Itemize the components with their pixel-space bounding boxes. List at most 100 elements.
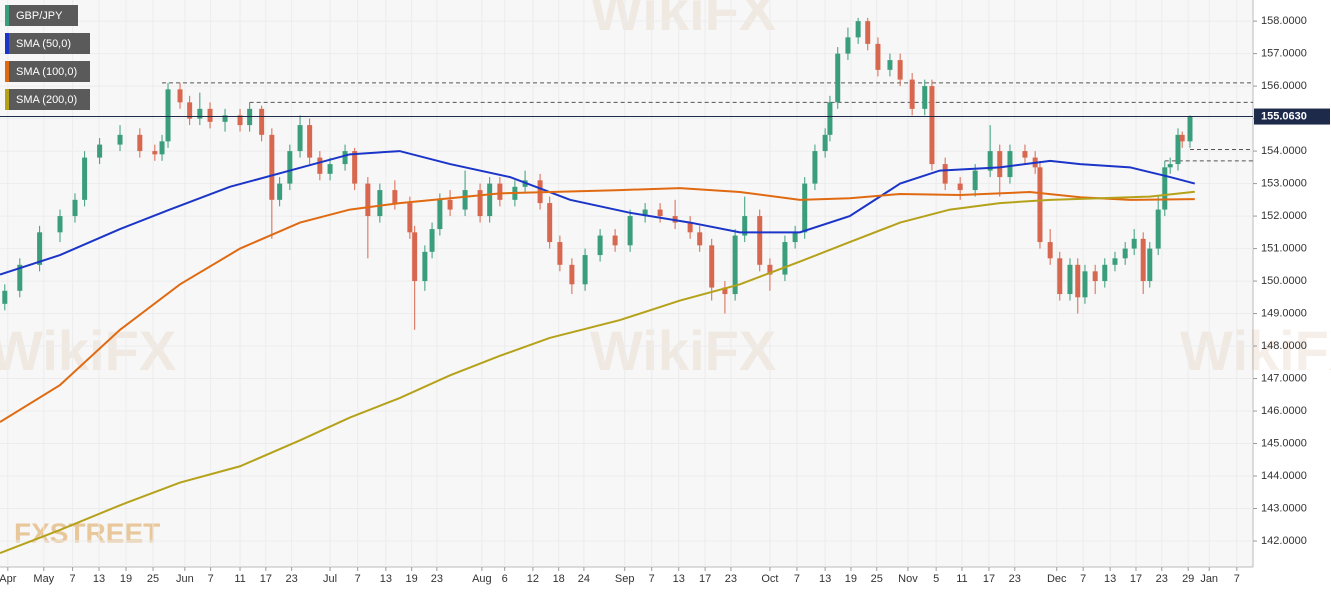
x-tick-label: 7 xyxy=(649,573,655,585)
candle-body xyxy=(497,183,503,200)
x-tick-label: 6 xyxy=(502,573,508,585)
y-tick-label: 157.0000 xyxy=(1261,48,1307,60)
legend-entry: GBP/JPY xyxy=(16,10,63,22)
legend-box xyxy=(5,61,90,82)
candle-body xyxy=(487,183,493,217)
y-tick-label: 148.0000 xyxy=(1261,340,1307,352)
candle-body xyxy=(922,86,928,109)
legend-entry: SMA (200,0) xyxy=(16,94,77,106)
plot-area xyxy=(0,0,1253,567)
candle-body xyxy=(377,190,383,217)
candle-body xyxy=(422,251,428,282)
x-tick-label: 17 xyxy=(260,573,272,585)
candle-body xyxy=(1167,164,1173,168)
candle-body xyxy=(365,183,371,217)
legend-box xyxy=(5,33,90,54)
candle-body xyxy=(835,53,841,103)
candle-body xyxy=(1057,258,1063,295)
y-tick-label: 149.0000 xyxy=(1261,307,1307,319)
candle-body xyxy=(159,141,165,155)
logo: FXSTREET xyxy=(14,517,160,548)
x-tick-label: 13 xyxy=(673,573,685,585)
candle-body xyxy=(1102,264,1108,282)
candle-body xyxy=(137,134,143,152)
candle-body xyxy=(1082,271,1088,298)
x-tick-label: 19 xyxy=(120,573,132,585)
candle-body xyxy=(222,115,228,122)
watermark: WikiFX xyxy=(0,319,176,382)
candle-body xyxy=(802,183,808,233)
last-price-box xyxy=(1254,108,1330,125)
candle-body xyxy=(557,242,563,265)
candle-body xyxy=(1092,271,1098,282)
x-tick-label: Nov xyxy=(898,573,918,585)
legend-swatch xyxy=(5,61,9,82)
candle-body xyxy=(1112,258,1118,265)
x-tick-label: 7 xyxy=(1234,573,1240,585)
legend-swatch xyxy=(5,5,9,26)
x-tick-label: 13 xyxy=(93,573,105,585)
x-tick-label: Sep xyxy=(615,573,635,585)
candle-body xyxy=(812,151,818,184)
candle-body xyxy=(447,199,453,210)
y-tick-label: 158.0000 xyxy=(1261,15,1307,27)
candle-body xyxy=(929,86,935,165)
x-tick-label: 12 xyxy=(527,573,539,585)
y-tick-label: 145.0000 xyxy=(1261,437,1307,449)
candle-body xyxy=(875,43,881,70)
candle-body xyxy=(687,222,693,233)
candle-body xyxy=(317,157,323,174)
candle-body xyxy=(972,170,978,191)
candle-body xyxy=(709,245,715,288)
y-tick-label: 150.0000 xyxy=(1261,275,1307,287)
candle-body xyxy=(657,209,663,217)
x-tick-label: Oct xyxy=(761,573,778,585)
candle-body xyxy=(82,157,88,200)
x-tick-label: 23 xyxy=(286,573,298,585)
y-tick-label: 156.0000 xyxy=(1261,80,1307,92)
candle-body xyxy=(1047,242,1053,259)
candle-body xyxy=(277,183,283,200)
candle-body xyxy=(327,164,333,174)
x-tick-label: Dec xyxy=(1047,573,1067,585)
x-tick-label: 17 xyxy=(699,573,711,585)
watermark: WikiFX xyxy=(1180,319,1331,382)
y-tick-label: 143.0000 xyxy=(1261,502,1307,514)
candle-body xyxy=(72,199,78,217)
candle-body xyxy=(822,134,828,152)
candle-body xyxy=(57,216,63,233)
candle-body xyxy=(97,144,103,158)
y-tick-label: 151.0000 xyxy=(1261,242,1307,254)
candle-body xyxy=(1037,167,1043,243)
last-price-label: 155.0630 xyxy=(1261,110,1307,122)
candle-body xyxy=(612,235,618,246)
x-tick-label: 7 xyxy=(794,573,800,585)
candle-body xyxy=(865,21,871,44)
candle-body xyxy=(1187,116,1193,142)
candle-body xyxy=(197,108,203,119)
sma-line xyxy=(0,190,1195,554)
x-tick-label: 7 xyxy=(1080,573,1086,585)
candle-body xyxy=(165,89,171,142)
candle-body xyxy=(1131,238,1137,249)
sma-line xyxy=(0,150,1196,276)
candle-body xyxy=(1067,264,1073,295)
x-tick-label: 18 xyxy=(553,573,565,585)
candle-body xyxy=(117,134,123,145)
candle-body xyxy=(1075,264,1081,298)
candle-body xyxy=(942,164,948,184)
candle-body xyxy=(1147,248,1153,282)
x-tick-label: 19 xyxy=(406,573,418,585)
candle-body xyxy=(17,264,23,291)
candle-body xyxy=(429,229,435,252)
candle-body xyxy=(742,216,748,236)
candle-body xyxy=(462,190,468,210)
candle-body xyxy=(352,151,358,184)
candle-body xyxy=(207,108,213,122)
candle-body xyxy=(732,235,738,295)
candle-body xyxy=(597,235,603,256)
candle-body xyxy=(1155,209,1161,249)
candle-body xyxy=(237,115,243,126)
x-tick-label: 13 xyxy=(380,573,392,585)
